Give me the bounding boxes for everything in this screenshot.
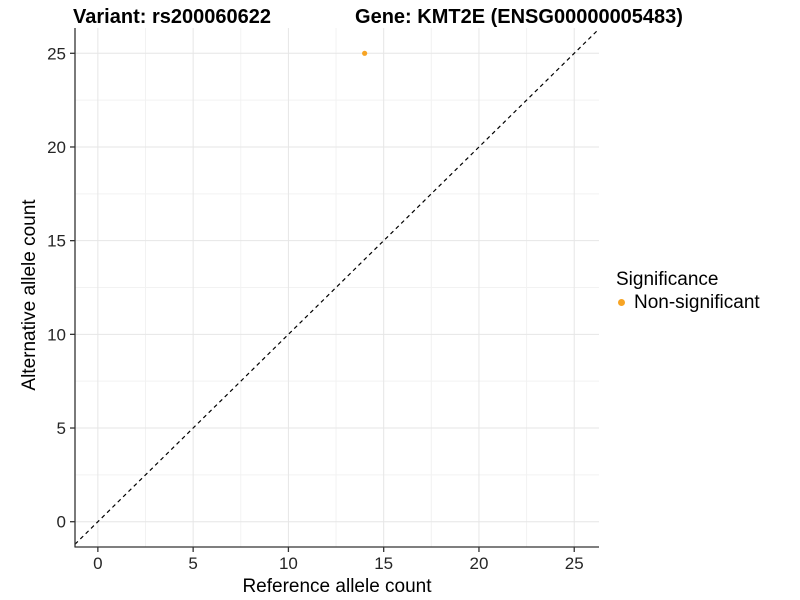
variant-title: Variant: rs200060622 [73,6,271,28]
x-tick-label: 5 [188,554,197,573]
identity-reference-line [74,28,600,545]
data-point [362,50,368,56]
y-tick-label: 15 [47,232,66,251]
gene-title: Gene: KMT2E (ENSG00000005483) [355,6,683,28]
legend-item: Non-significant [616,292,760,313]
y-tick-label: 5 [57,419,66,438]
legend-key-dot-icon [618,299,625,306]
x-tick-label: 25 [565,554,584,573]
y-tick-label: 0 [57,513,66,532]
legend: Significance Non-significant [616,269,760,313]
legend-title: Significance [616,269,719,290]
legend-item-label: Non-significant [634,292,760,313]
x-tick-label: 0 [93,554,102,573]
y-tick-label: 20 [47,138,66,157]
y-tick-label: 25 [47,44,66,63]
x-tick-label: 10 [279,554,298,573]
x-tick-label: 20 [469,554,488,573]
y-tick-label: 10 [47,325,66,344]
x-tick-label: 15 [374,554,393,573]
x-axis-title: Reference allele count [242,576,432,597]
